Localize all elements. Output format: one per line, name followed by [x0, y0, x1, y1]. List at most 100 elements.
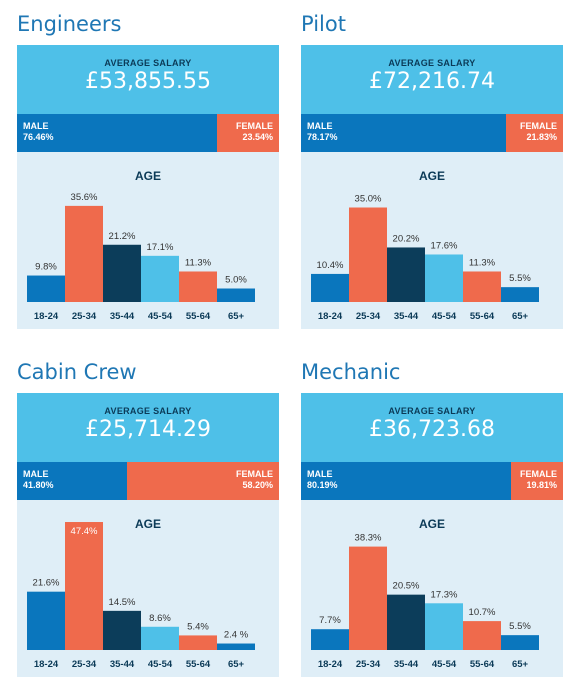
salary-value: £25,714.29	[85, 417, 211, 442]
panel-card: AVERAGE SALARY £53,855.55 MALE 76.46% FE…	[17, 45, 279, 329]
female-percent: 23.54%	[242, 132, 273, 142]
x-tick-label: 18-24	[318, 311, 343, 322]
bar-18-24	[311, 629, 349, 650]
panel-title: Cabin Crew	[17, 360, 137, 384]
x-tick-label: 65+	[512, 659, 529, 670]
bar-35-44	[103, 244, 141, 302]
bar-value-label: 2.4 %	[224, 630, 249, 641]
bar-value-label: 38.3%	[355, 533, 382, 544]
male-percent: 76.46%	[23, 132, 54, 142]
male-heading: MALE	[307, 469, 333, 479]
female-label: FEMALE 58.20%	[236, 469, 273, 491]
bar-value-label: 10.4%	[317, 260, 344, 271]
panel-card: AVERAGE SALARY £36,723.68 MALE 80.19% FE…	[301, 393, 563, 677]
male-segment	[301, 114, 506, 152]
x-tick-label: 65+	[228, 659, 245, 670]
bar-value-label: 35.6%	[71, 192, 98, 203]
female-segment	[127, 462, 279, 500]
female-heading: FEMALE	[520, 121, 557, 131]
male-percent: 41.80%	[23, 480, 54, 490]
male-heading: MALE	[23, 469, 49, 479]
male-label: MALE 41.80%	[23, 469, 54, 491]
bar-value-label: 10.7%	[469, 607, 496, 618]
x-tick-label: 25-34	[356, 659, 381, 670]
bar-value-label: 7.7%	[319, 615, 341, 626]
x-tick-label: 55-64	[470, 311, 495, 322]
x-tick-label: 45-54	[432, 311, 457, 322]
x-tick-label: 18-24	[34, 311, 59, 322]
bar-45-54	[141, 255, 179, 302]
bar-65+	[501, 287, 539, 302]
panel-card: AVERAGE SALARY £25,714.29 MALE 41.80% FE…	[17, 393, 279, 677]
male-label: MALE 80.19%	[307, 469, 338, 491]
female-heading: FEMALE	[236, 469, 273, 479]
x-tick-label: 18-24	[34, 659, 59, 670]
age-chart-title: AGE	[418, 517, 445, 531]
gender-split-bar: MALE 80.19% FEMALE 19.81%	[301, 462, 563, 500]
bar-value-label: 8.6%	[149, 613, 171, 624]
bar-18-24	[311, 273, 349, 302]
panel-pilot: Pilot AVERAGE SALARY £72,216.74 MALE 78.…	[301, 10, 563, 340]
bar-value-label: 5.5%	[509, 621, 531, 632]
x-tick-label: 45-54	[148, 311, 173, 322]
salary-label: AVERAGE SALARY	[104, 406, 192, 416]
x-tick-label: 65+	[512, 311, 529, 322]
bar-45-54	[425, 254, 463, 302]
bar-25-34	[65, 522, 103, 650]
bar-value-label: 35.0%	[355, 194, 382, 205]
salary-box: AVERAGE SALARY £53,855.55	[17, 45, 279, 114]
bar-value-label: 5.5%	[509, 273, 531, 284]
panel-title: Mechanic	[301, 360, 401, 384]
age-bar-chart: 10.4% 18-24 35.0% 25-34 20.2% 35-44 17.6% 45-54…	[311, 194, 539, 322]
bar-25-34	[349, 207, 387, 302]
bar-25-34	[65, 205, 103, 302]
female-segment	[506, 114, 563, 152]
female-segment	[217, 114, 279, 152]
male-heading: MALE	[23, 121, 49, 131]
female-percent: 21.83%	[526, 132, 557, 142]
bar-value-label: 5.0%	[225, 275, 247, 286]
x-tick-label: 55-64	[186, 659, 211, 670]
bar-18-24	[27, 275, 65, 302]
bar-35-44	[103, 610, 141, 650]
bar-65+	[217, 288, 255, 302]
x-tick-label: 45-54	[432, 659, 457, 670]
salary-box: AVERAGE SALARY £36,723.68	[301, 393, 563, 462]
female-label: FEMALE 23.54%	[236, 121, 273, 143]
x-tick-label: 65+	[228, 311, 245, 322]
age-chart-title: AGE	[418, 169, 445, 183]
salary-value: £36,723.68	[369, 417, 495, 442]
salary-label: AVERAGE SALARY	[104, 58, 192, 68]
gender-split-bar: MALE 41.80% FEMALE 58.20%	[17, 462, 279, 500]
female-percent: 19.81%	[526, 480, 557, 490]
gender-split-bar: MALE 76.46% FEMALE 23.54%	[17, 114, 279, 152]
bar-value-label: 9.8%	[35, 262, 57, 273]
x-tick-label: 25-34	[72, 659, 97, 670]
male-segment	[17, 114, 217, 152]
panel-card: AVERAGE SALARY £72,216.74 MALE 78.17% FE…	[301, 45, 563, 329]
bar-55-64	[179, 635, 217, 650]
bar-65+	[501, 635, 539, 650]
female-label: FEMALE 21.83%	[520, 121, 557, 143]
bar-value-label: 11.3%	[185, 257, 212, 268]
salary-label: AVERAGE SALARY	[388, 58, 476, 68]
female-heading: FEMALE	[236, 121, 273, 131]
x-tick-label: 35-44	[394, 659, 419, 670]
x-tick-label: 35-44	[110, 311, 135, 322]
bar-35-44	[387, 247, 425, 302]
x-tick-label: 25-34	[72, 311, 97, 322]
female-label: FEMALE 19.81%	[520, 469, 557, 491]
bar-45-54	[425, 603, 463, 650]
bar-25-34	[349, 546, 387, 650]
male-heading: MALE	[307, 121, 333, 131]
female-segment	[511, 462, 563, 500]
bar-value-label: 21.6%	[33, 578, 60, 589]
bar-value-label: 14.5%	[109, 597, 136, 608]
salary-value: £72,216.74	[369, 69, 495, 94]
male-percent: 80.19%	[307, 480, 338, 490]
age-chart-title: AGE	[134, 517, 161, 531]
x-tick-label: 25-34	[356, 311, 381, 322]
bar-value-label: 21.2%	[109, 231, 136, 242]
bar-value-label: 5.4%	[187, 621, 209, 632]
male-segment	[17, 462, 127, 500]
